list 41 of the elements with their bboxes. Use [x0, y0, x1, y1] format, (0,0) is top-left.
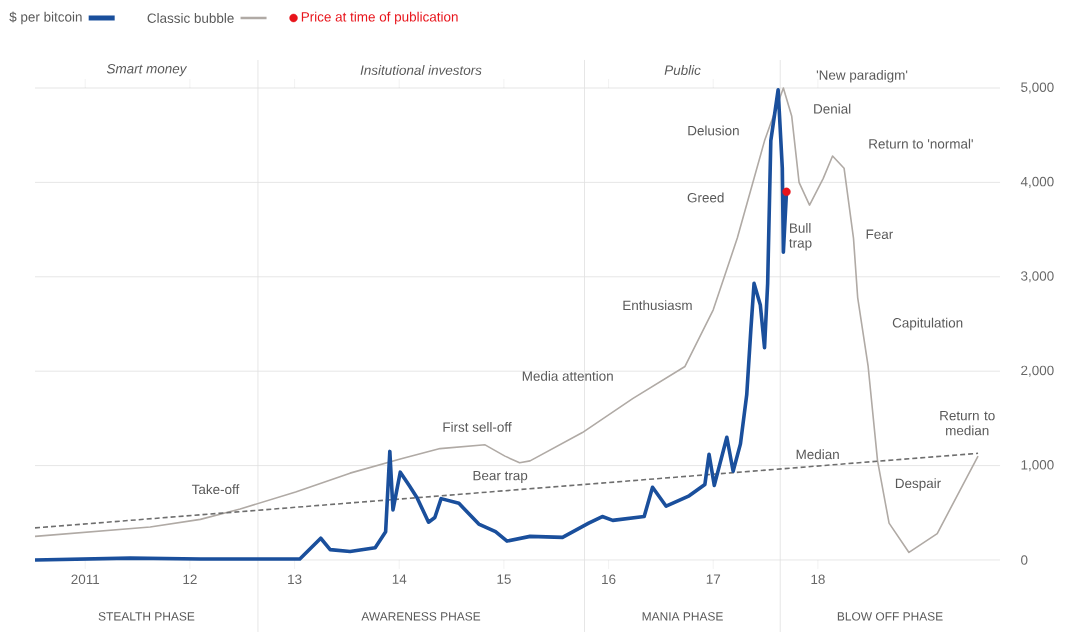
annotation: Greed	[687, 192, 724, 203]
y-tick-label: 1,000	[1021, 460, 1054, 472]
y-tick-label: 2,000	[1021, 365, 1054, 377]
text: Insitutional investors	[360, 65, 482, 75]
legend-label: $ per bitcoin	[9, 11, 82, 25]
annotation: Return to 'normal'	[869, 138, 973, 149]
y-tick-label: 4,000	[1020, 176, 1054, 188]
text: MANIA PHASE	[642, 612, 723, 621]
x-tick-label: 12	[183, 574, 197, 584]
x-tick-label: 18	[811, 574, 825, 585]
x-tick-label: 14	[392, 574, 407, 584]
annotation: Despair	[895, 478, 941, 491]
text: Public	[664, 65, 701, 75]
y-tick-label: 0	[1021, 555, 1028, 565]
text: 'New paradigm'	[816, 69, 908, 83]
text: Smart money	[106, 63, 188, 77]
x-tick-label: 15	[497, 574, 511, 584]
annotation: Enthusiasm	[623, 300, 692, 311]
text: STEALTH PHASE	[98, 612, 195, 621]
x-tick-label: 13	[288, 574, 302, 585]
annotation: Bear trap	[473, 470, 528, 483]
annotation: Media attention	[522, 370, 613, 381]
annotation: Bull trap	[789, 222, 812, 251]
x-tick-label: 2011	[71, 574, 100, 585]
y-tick-label: 5,000	[1021, 82, 1054, 94]
annotation: Capitulation	[892, 317, 963, 331]
annotation: First sell-off	[443, 421, 512, 432]
annotation: Fear	[866, 229, 893, 239]
legend-label: Classic bubble	[147, 13, 234, 23]
annotation: Denial	[814, 103, 851, 114]
annotation: Take-off	[191, 484, 240, 495]
text: AWARENESS PHASE	[361, 612, 481, 621]
annotation: Median	[796, 449, 839, 460]
line-series	[33, 88, 789, 562]
x-tick-label: 16	[602, 574, 616, 585]
text: BLOW OFF PHASE	[837, 612, 943, 621]
x-tick-label: 17	[706, 574, 721, 584]
annotation: Delusion	[688, 125, 739, 136]
annotation: Return to median	[940, 410, 995, 436]
text: Price at time of publication	[301, 11, 458, 25]
y-tick-label: 3,000	[1021, 271, 1054, 283]
